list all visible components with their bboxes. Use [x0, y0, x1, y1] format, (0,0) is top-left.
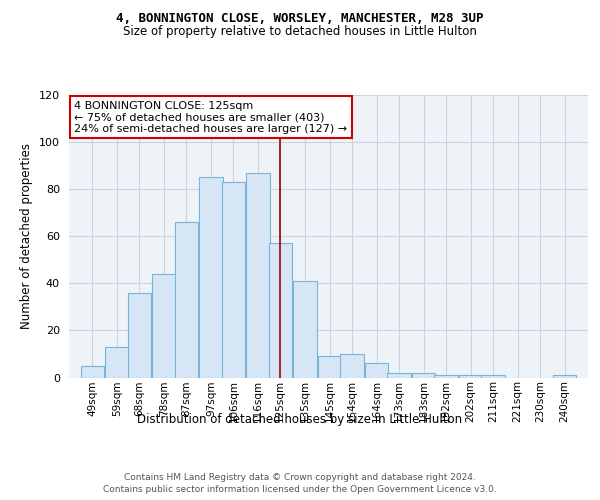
Text: 4, BONNINGTON CLOSE, WORSLEY, MANCHESTER, M28 3UP: 4, BONNINGTON CLOSE, WORSLEY, MANCHESTER…: [116, 12, 484, 26]
Text: Contains HM Land Registry data © Crown copyright and database right 2024.: Contains HM Land Registry data © Crown c…: [124, 472, 476, 482]
Bar: [293, 281, 317, 378]
Bar: [481, 375, 505, 378]
Bar: [221, 182, 245, 378]
Y-axis label: Number of detached properties: Number of detached properties: [20, 143, 33, 329]
Text: Size of property relative to detached houses in Little Hulton: Size of property relative to detached ho…: [123, 25, 477, 38]
Bar: [199, 178, 223, 378]
Bar: [318, 356, 341, 378]
Bar: [553, 375, 576, 378]
Text: 4 BONNINGTON CLOSE: 125sqm
← 75% of detached houses are smaller (403)
24% of sem: 4 BONNINGTON CLOSE: 125sqm ← 75% of deta…: [74, 100, 347, 134]
Bar: [269, 244, 292, 378]
Bar: [459, 375, 482, 378]
Bar: [387, 373, 410, 378]
Bar: [128, 293, 151, 378]
Bar: [434, 375, 458, 378]
Bar: [340, 354, 364, 378]
Bar: [247, 172, 270, 378]
Text: Distribution of detached houses by size in Little Hulton: Distribution of detached houses by size …: [137, 412, 463, 426]
Bar: [81, 366, 104, 378]
Text: Contains public sector information licensed under the Open Government Licence v3: Contains public sector information licen…: [103, 485, 497, 494]
Bar: [412, 373, 436, 378]
Bar: [175, 222, 198, 378]
Bar: [152, 274, 176, 378]
Bar: [365, 364, 388, 378]
Bar: [106, 347, 129, 378]
